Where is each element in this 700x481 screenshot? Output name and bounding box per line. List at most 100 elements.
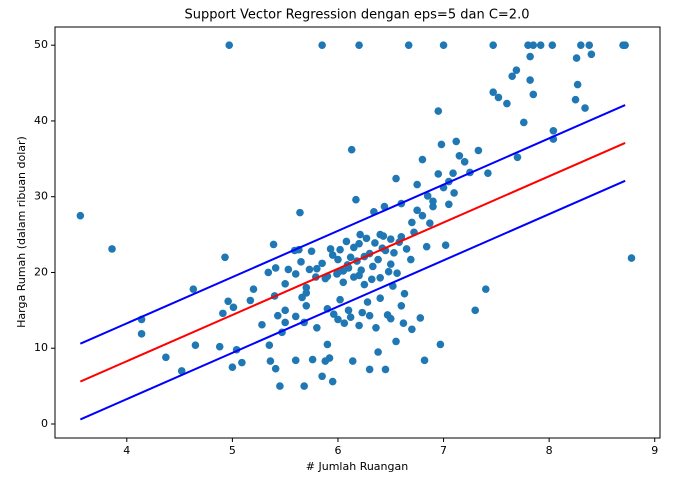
data-point xyxy=(494,93,503,102)
data-point xyxy=(269,240,278,249)
data-point xyxy=(308,355,317,364)
data-point xyxy=(418,155,427,164)
data-point xyxy=(429,202,437,211)
data-point xyxy=(503,99,511,108)
data-point xyxy=(513,153,522,162)
data-point xyxy=(300,382,308,390)
data-point xyxy=(273,311,282,320)
data-point xyxy=(524,41,532,49)
data-point xyxy=(346,253,355,262)
regression-line xyxy=(79,104,626,345)
data-point xyxy=(340,319,349,328)
data-point xyxy=(571,95,580,104)
data-point xyxy=(437,140,446,149)
data-point xyxy=(358,308,367,317)
data-point xyxy=(508,72,516,81)
data-point xyxy=(302,289,311,297)
data-point xyxy=(318,41,326,49)
y-tick-label: 30 xyxy=(34,190,48,203)
data-point xyxy=(264,268,273,277)
data-point xyxy=(374,255,382,264)
data-point xyxy=(441,241,450,249)
data-point xyxy=(108,245,116,253)
data-point xyxy=(302,283,311,292)
data-point xyxy=(219,309,227,318)
data-point xyxy=(423,192,432,200)
data-point xyxy=(297,258,305,266)
data-point xyxy=(362,234,371,243)
data-point xyxy=(137,330,146,338)
data-point xyxy=(369,262,377,271)
data-point xyxy=(386,260,395,268)
data-point xyxy=(393,269,401,278)
data-point xyxy=(408,218,416,227)
data-point xyxy=(400,289,409,298)
data-point xyxy=(549,126,558,135)
data-point xyxy=(350,243,358,252)
data-point xyxy=(355,41,363,49)
data-point xyxy=(281,280,289,288)
data-point xyxy=(355,239,363,248)
data-point xyxy=(420,356,429,365)
y-tick-label: 0 xyxy=(41,417,48,430)
data-point xyxy=(344,306,353,315)
data-point xyxy=(356,230,364,239)
data-point xyxy=(434,170,443,178)
data-point xyxy=(344,264,353,272)
data-point xyxy=(307,247,316,256)
data-point xyxy=(392,337,400,346)
x-tick-label: 7 xyxy=(440,444,447,457)
data-point xyxy=(281,318,289,327)
data-point xyxy=(474,146,483,155)
data-point xyxy=(376,294,385,303)
x-tick-label: 6 xyxy=(334,444,341,457)
data-point xyxy=(460,158,469,166)
data-point xyxy=(215,342,224,351)
data-point xyxy=(429,197,437,206)
data-point xyxy=(455,151,464,160)
data-point xyxy=(191,341,200,349)
data-point xyxy=(326,245,335,253)
data-point xyxy=(376,273,385,282)
data-point xyxy=(229,303,238,312)
plot-frame xyxy=(54,26,661,439)
data-point xyxy=(390,248,398,257)
data-point xyxy=(225,41,234,49)
data-point xyxy=(281,306,289,315)
data-point xyxy=(266,357,275,365)
y-axis-label: Harga Rumah (dalam ribuan dolar) xyxy=(15,136,28,328)
data-point xyxy=(449,169,457,178)
data-point xyxy=(221,253,229,262)
data-point xyxy=(352,195,360,204)
data-point xyxy=(162,353,170,362)
data-point xyxy=(258,320,266,329)
data-point xyxy=(397,301,406,310)
data-point xyxy=(313,323,321,332)
data-point xyxy=(526,76,534,84)
data-point xyxy=(374,348,382,356)
data-point xyxy=(365,365,374,374)
data-point xyxy=(402,245,411,253)
data-point xyxy=(418,211,427,220)
data-point xyxy=(296,208,304,217)
data-point xyxy=(434,107,443,115)
y-tick-label: 40 xyxy=(34,114,48,127)
data-point xyxy=(76,211,85,220)
data-point xyxy=(302,301,311,310)
data-point xyxy=(399,319,408,328)
data-point xyxy=(408,325,416,334)
y-tick-label: 10 xyxy=(34,341,48,354)
data-point xyxy=(436,340,445,349)
data-point xyxy=(363,298,372,306)
data-point xyxy=(407,255,415,264)
data-point xyxy=(334,315,342,324)
data-point xyxy=(392,174,400,183)
data-point xyxy=(439,41,448,49)
regression-line xyxy=(79,141,626,383)
data-point xyxy=(536,41,545,49)
data-point xyxy=(271,364,280,373)
data-point xyxy=(291,356,300,365)
data-point xyxy=(481,285,490,293)
data-point xyxy=(397,233,406,241)
